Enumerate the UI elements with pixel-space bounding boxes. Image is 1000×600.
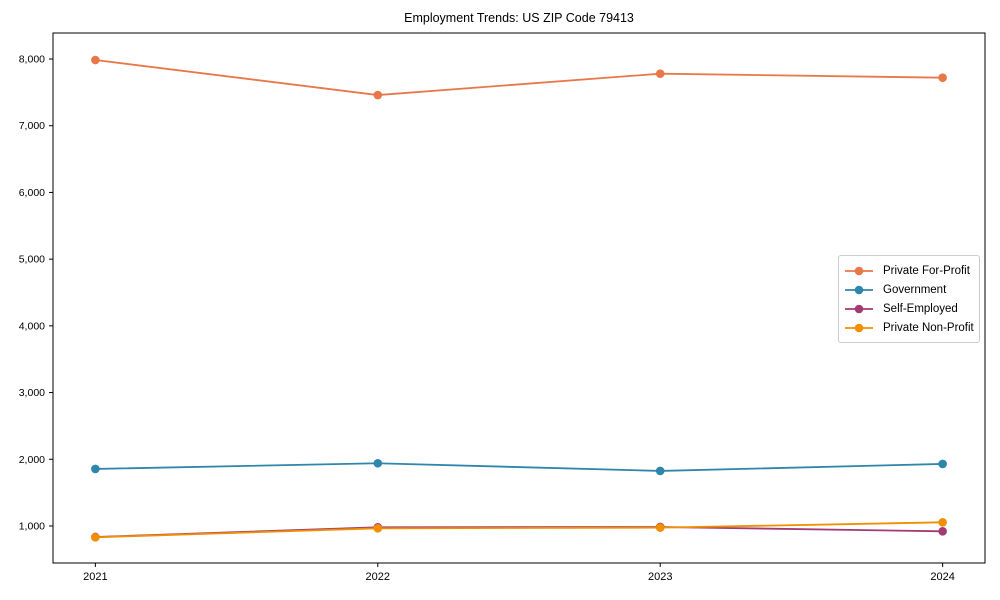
legend-dot — [854, 285, 864, 294]
legend-label-private-non-profit: Private Non-Profit — [883, 321, 974, 334]
x-tick-label: 2024 — [930, 571, 954, 583]
data-point-private-for-profit — [655, 69, 665, 78]
y-tick-label: 4,000 — [19, 320, 45, 332]
data-point-private-non-profit — [938, 518, 947, 527]
legend: Private For-Profit Government Self-Employe… — [838, 255, 980, 343]
legend-dot — [854, 304, 864, 313]
legend-marker-self-employed — [845, 304, 873, 313]
y-tick-label: 2,000 — [19, 454, 45, 466]
plot-border — [52, 32, 986, 564]
chart-title: Employment Trends: US ZIP Code 79413 — [404, 11, 634, 25]
series-government — [91, 458, 947, 476]
legend-label-government: Government — [883, 283, 947, 296]
legend-item-government: Government — [845, 280, 971, 299]
y-tick-label: 1,000 — [19, 520, 45, 532]
x-tick-label: 2023 — [648, 571, 672, 583]
legend-marker-government — [845, 285, 873, 294]
data-point-government — [655, 466, 665, 476]
legend-label-self-employed: Self-Employed — [883, 302, 958, 315]
y-tick-label: 3,000 — [19, 387, 45, 399]
data-point-government — [938, 459, 947, 469]
data-point-private-for-profit — [373, 90, 383, 100]
data-point-private-non-profit — [655, 523, 665, 532]
y-tick-label: 5,000 — [19, 254, 45, 266]
series-private-non-profit — [91, 518, 947, 542]
data-point-government — [91, 464, 100, 474]
data-point-private-for-profit — [938, 73, 947, 82]
data-point-private-for-profit — [91, 55, 100, 65]
legend-dot — [854, 323, 864, 332]
y-tick-label: 8,000 — [19, 54, 45, 66]
x-tick-label: 2022 — [366, 571, 390, 583]
series-private-for-profit — [91, 55, 947, 100]
series-line-private-for-profit — [95, 59, 943, 96]
legend-marker-private-non-profit — [845, 323, 873, 332]
legend-item-private-for-profit: Private For-Profit — [845, 261, 971, 280]
data-point-self-employed — [938, 527, 947, 536]
legend-item-private-non-profit: Private Non-Profit — [845, 318, 974, 337]
data-point-government — [373, 458, 383, 468]
legend-label-private-for-profit: Private For-Profit — [883, 264, 970, 277]
series-line-private-non-profit — [95, 521, 943, 539]
legend-dot — [854, 266, 864, 275]
y-tick-label: 6,000 — [19, 187, 45, 199]
legend-marker-private-for-profit — [845, 266, 873, 275]
y-tick-label: 7,000 — [19, 120, 45, 132]
legend-item-self-employed: Self-Employed — [845, 299, 971, 318]
series-line-government — [95, 462, 943, 472]
data-point-private-non-profit — [91, 533, 100, 542]
x-tick-label: 2021 — [83, 571, 107, 583]
data-point-private-non-profit — [373, 524, 383, 533]
